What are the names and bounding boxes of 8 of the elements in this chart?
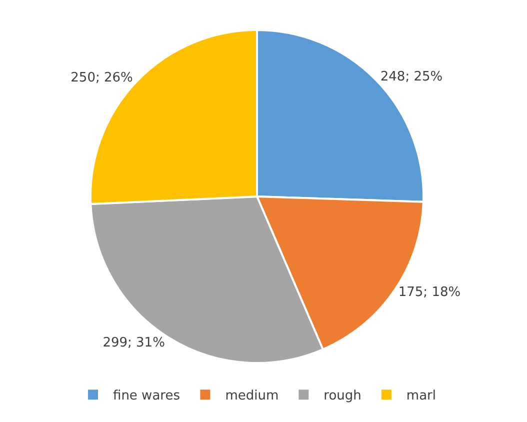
legend-label: fine wares <box>113 388 180 404</box>
data-label: 175; 18% <box>398 285 461 300</box>
legend-label: medium <box>225 388 279 404</box>
legend-label: rough <box>324 388 362 404</box>
legend-label: marl <box>406 388 436 404</box>
data-label: 299; 31% <box>102 336 165 351</box>
data-label: 248; 25% <box>380 70 443 85</box>
data-label: 250; 26% <box>70 70 133 86</box>
